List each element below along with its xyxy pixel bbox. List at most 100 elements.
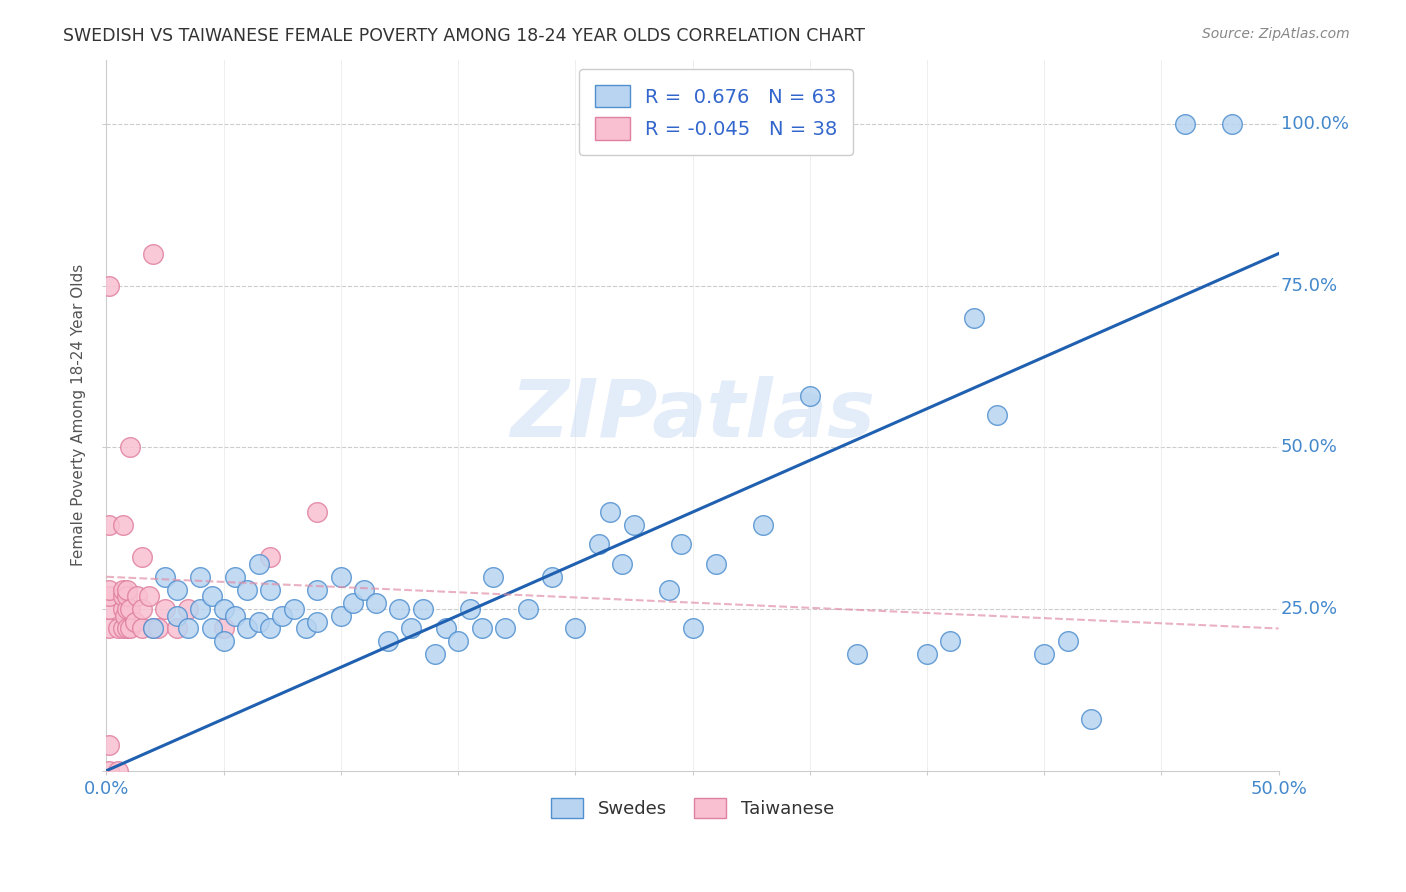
Point bbox=[412, 602, 434, 616]
Point bbox=[752, 518, 775, 533]
Point bbox=[131, 550, 153, 565]
Text: ZIPatlas: ZIPatlas bbox=[510, 376, 875, 454]
Text: 100.0%: 100.0% bbox=[1281, 115, 1348, 133]
Point bbox=[939, 634, 962, 648]
Point bbox=[107, 622, 129, 636]
Point bbox=[599, 505, 621, 519]
Point bbox=[97, 278, 120, 293]
Point bbox=[188, 570, 211, 584]
Point bbox=[470, 622, 492, 636]
Point bbox=[97, 518, 120, 533]
Point bbox=[1174, 117, 1197, 131]
Point bbox=[177, 622, 200, 636]
Point bbox=[111, 602, 134, 616]
Point bbox=[212, 622, 235, 636]
Point bbox=[283, 602, 305, 616]
Point bbox=[482, 570, 505, 584]
Point bbox=[114, 608, 136, 623]
Text: 50.0%: 50.0% bbox=[1281, 439, 1339, 457]
Point bbox=[259, 550, 281, 565]
Legend: Swedes, Taiwanese: Swedes, Taiwanese bbox=[544, 790, 841, 826]
Point bbox=[1220, 117, 1243, 131]
Point bbox=[224, 608, 246, 623]
Point bbox=[111, 589, 134, 603]
Point bbox=[963, 311, 986, 326]
Point bbox=[399, 622, 422, 636]
Point bbox=[224, 570, 246, 584]
Point bbox=[97, 602, 120, 616]
Point bbox=[259, 582, 281, 597]
Point bbox=[799, 389, 821, 403]
Point bbox=[353, 582, 375, 597]
Point bbox=[388, 602, 411, 616]
Point bbox=[494, 622, 516, 636]
Point bbox=[117, 602, 139, 616]
Point bbox=[236, 582, 259, 597]
Point bbox=[153, 602, 176, 616]
Point bbox=[117, 582, 139, 597]
Point bbox=[131, 602, 153, 616]
Point bbox=[434, 622, 457, 636]
Point bbox=[682, 622, 704, 636]
Point bbox=[107, 764, 129, 778]
Point bbox=[271, 608, 294, 623]
Text: SWEDISH VS TAIWANESE FEMALE POVERTY AMONG 18-24 YEAR OLDS CORRELATION CHART: SWEDISH VS TAIWANESE FEMALE POVERTY AMON… bbox=[63, 27, 865, 45]
Point bbox=[845, 648, 868, 662]
Point bbox=[117, 622, 139, 636]
Point bbox=[342, 596, 364, 610]
Point bbox=[118, 602, 141, 616]
Point bbox=[1080, 712, 1102, 726]
Point bbox=[97, 589, 120, 603]
Point bbox=[423, 648, 446, 662]
Point bbox=[117, 589, 139, 603]
Point bbox=[166, 582, 188, 597]
Point bbox=[915, 648, 938, 662]
Point bbox=[146, 622, 169, 636]
Point bbox=[97, 582, 120, 597]
Point bbox=[588, 537, 610, 551]
Point bbox=[212, 634, 235, 648]
Point bbox=[307, 582, 329, 597]
Y-axis label: Female Poverty Among 18-24 Year Olds: Female Poverty Among 18-24 Year Olds bbox=[72, 264, 86, 566]
Point bbox=[142, 622, 165, 636]
Point bbox=[111, 518, 134, 533]
Text: 75.0%: 75.0% bbox=[1281, 277, 1339, 295]
Point bbox=[658, 582, 681, 597]
Text: 25.0%: 25.0% bbox=[1281, 600, 1339, 618]
Point bbox=[458, 602, 481, 616]
Point bbox=[97, 738, 120, 752]
Point bbox=[111, 622, 134, 636]
Point bbox=[307, 615, 329, 629]
Point bbox=[138, 589, 160, 603]
Point bbox=[377, 634, 399, 648]
Point bbox=[517, 602, 540, 616]
Point bbox=[166, 608, 188, 623]
Point bbox=[153, 570, 176, 584]
Point bbox=[447, 634, 470, 648]
Point bbox=[612, 557, 634, 571]
Point bbox=[307, 505, 329, 519]
Point bbox=[97, 764, 120, 778]
Point bbox=[364, 596, 387, 610]
Point bbox=[118, 622, 141, 636]
Point bbox=[142, 246, 165, 260]
Point bbox=[247, 615, 270, 629]
Point bbox=[1056, 634, 1078, 648]
Point bbox=[177, 602, 200, 616]
Point bbox=[704, 557, 727, 571]
Point bbox=[669, 537, 692, 551]
Point bbox=[247, 557, 270, 571]
Point bbox=[329, 570, 352, 584]
Point bbox=[236, 622, 259, 636]
Point bbox=[118, 441, 141, 455]
Point bbox=[97, 622, 120, 636]
Point bbox=[125, 589, 148, 603]
Point bbox=[1033, 648, 1056, 662]
Point bbox=[564, 622, 586, 636]
Point bbox=[212, 602, 235, 616]
Point bbox=[201, 589, 224, 603]
Point bbox=[623, 518, 645, 533]
Point bbox=[131, 622, 153, 636]
Point bbox=[166, 622, 188, 636]
Point bbox=[540, 570, 562, 584]
